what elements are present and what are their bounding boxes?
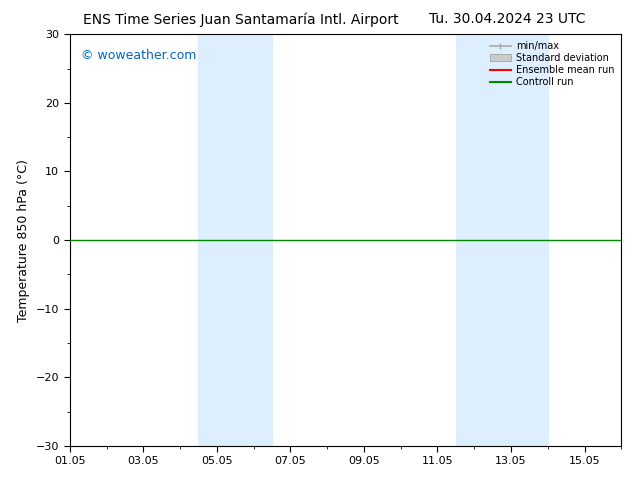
Y-axis label: Temperature 850 hPa (°C): Temperature 850 hPa (°C) xyxy=(17,159,30,321)
Legend: min/max, Standard deviation, Ensemble mean run, Controll run: min/max, Standard deviation, Ensemble me… xyxy=(486,37,618,91)
Text: © woweather.com: © woweather.com xyxy=(81,49,196,62)
Bar xyxy=(456,34,548,446)
Text: Tu. 30.04.2024 23 UTC: Tu. 30.04.2024 23 UTC xyxy=(429,12,585,26)
Text: ENS Time Series Juan Santamaría Intl. Airport: ENS Time Series Juan Santamaría Intl. Ai… xyxy=(83,12,399,27)
Bar xyxy=(198,34,272,446)
